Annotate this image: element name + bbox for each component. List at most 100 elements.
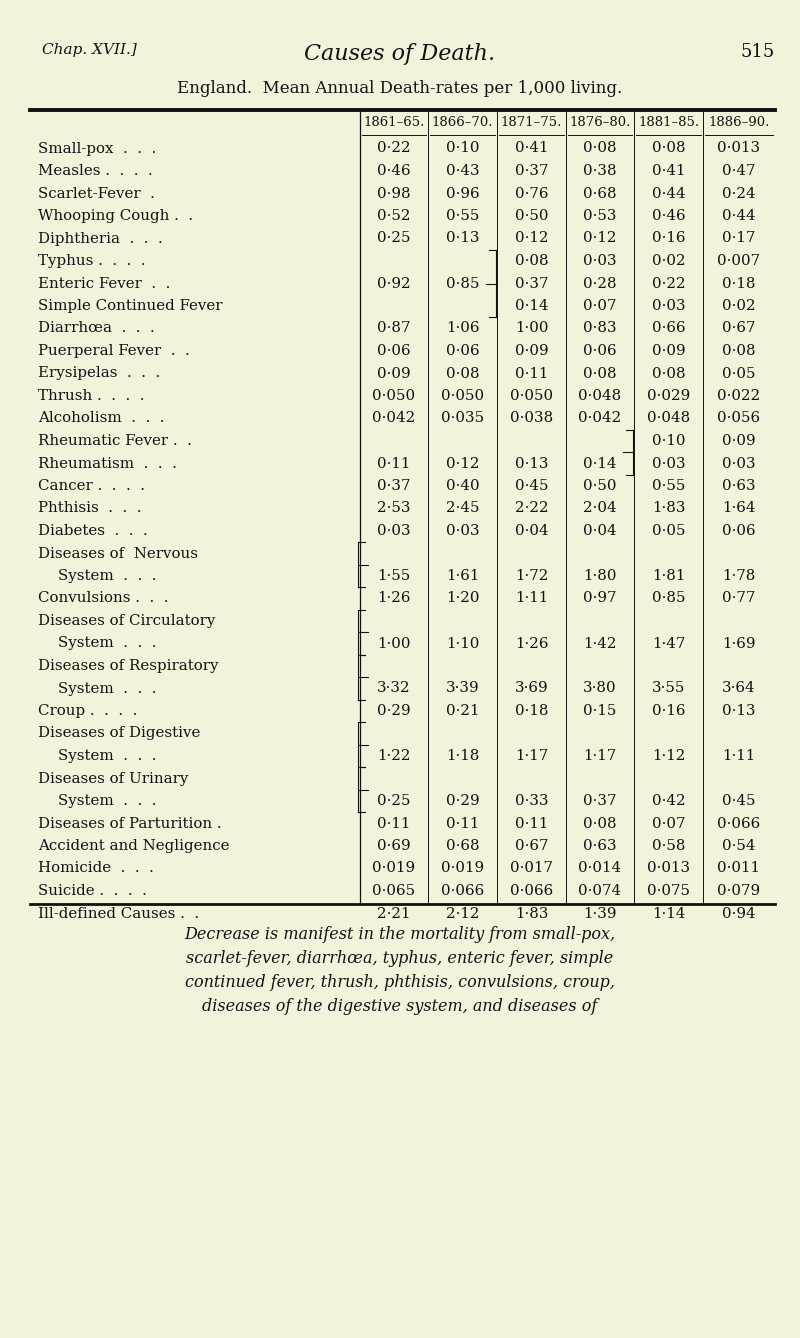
Text: 1·26: 1·26 [378,591,410,606]
Text: Suicide .  .  .  .: Suicide . . . . [38,884,147,898]
Text: 0·10: 0·10 [652,434,686,448]
Text: 0·53: 0·53 [583,209,617,223]
Text: 0·038: 0·038 [510,412,553,425]
Text: 0·08: 0·08 [583,142,617,155]
Text: 0·98: 0·98 [377,186,411,201]
Text: 0·07: 0·07 [583,298,617,313]
Text: System  .  .  .: System . . . [58,749,157,763]
Text: 0·029: 0·029 [647,389,690,403]
Text: 1871–75.: 1871–75. [501,116,562,128]
Text: 0·11: 0·11 [515,367,548,380]
Text: 0·05: 0·05 [722,367,756,380]
Text: 0·13: 0·13 [722,704,756,719]
Text: 1·83: 1·83 [652,502,686,515]
Text: Diseases of Parturition .: Diseases of Parturition . [38,816,222,831]
Text: 0·63: 0·63 [722,479,756,492]
Text: Decrease is manifest in the mortality from small-pox,: Decrease is manifest in the mortality fr… [185,926,615,943]
Text: Rheumatism  .  .  .: Rheumatism . . . [38,456,177,471]
Text: System  .  .  .: System . . . [58,569,157,583]
Text: 515: 515 [741,43,775,62]
Text: Diseases of Digestive: Diseases of Digestive [38,727,200,740]
Text: 0·40: 0·40 [446,479,479,492]
Text: Cancer .  .  .  .: Cancer . . . . [38,479,145,492]
Text: 0·09: 0·09 [652,344,686,359]
Text: 1·39: 1·39 [583,907,617,921]
Text: System  .  .  .: System . . . [58,637,157,650]
Text: 0·03: 0·03 [652,298,686,313]
Text: 0·43: 0·43 [446,165,479,178]
Text: 0·50: 0·50 [583,479,617,492]
Text: 0·050: 0·050 [441,389,484,403]
Text: Diseases of Respiratory: Diseases of Respiratory [38,660,218,673]
Text: 1·55: 1·55 [378,569,410,583]
Text: 0·41: 0·41 [514,142,548,155]
Text: 2·21: 2·21 [378,907,410,921]
Text: 0·079: 0·079 [718,884,761,898]
Text: 0·09: 0·09 [722,434,756,448]
Text: 2·12: 2·12 [446,907,479,921]
Text: 1·00: 1·00 [378,637,410,650]
Text: Simple Continued Fever: Simple Continued Fever [38,298,222,313]
Text: 0·42: 0·42 [652,793,686,808]
Text: 0·066: 0·066 [718,816,761,831]
Text: 0·37: 0·37 [378,479,410,492]
Text: 0·11: 0·11 [378,456,410,471]
Text: 0·87: 0·87 [378,321,410,336]
Text: 1·17: 1·17 [583,749,617,763]
Text: 0·075: 0·075 [647,884,690,898]
Text: 0·11: 0·11 [515,816,548,831]
Text: 0·042: 0·042 [578,412,622,425]
Text: 1·14: 1·14 [652,907,685,921]
Text: 0·050: 0·050 [373,389,415,403]
Text: 0·050: 0·050 [510,389,553,403]
Text: 0·12: 0·12 [583,231,617,245]
Text: 0·08: 0·08 [652,367,686,380]
Text: 3·39: 3·39 [446,681,479,696]
Text: 2·45: 2·45 [446,502,479,515]
Text: Small-pox  .  .  .: Small-pox . . . [38,142,156,155]
Text: 0·019: 0·019 [441,862,484,875]
Text: 0·18: 0·18 [514,704,548,719]
Text: 1·20: 1·20 [446,591,479,606]
Text: 0·08: 0·08 [722,344,756,359]
Text: 2·53: 2·53 [378,502,410,515]
Text: 1886–90.: 1886–90. [708,116,770,128]
Text: 0·11: 0·11 [446,816,479,831]
Text: 0·08: 0·08 [583,816,617,831]
Text: 1·42: 1·42 [583,637,617,650]
Text: Causes of Death.: Causes of Death. [305,43,495,66]
Text: 3·55: 3·55 [652,681,685,696]
Text: 0·03: 0·03 [446,524,479,538]
Text: 0·019: 0·019 [373,862,415,875]
Text: 0·41: 0·41 [652,165,686,178]
Text: Enteric Fever  .  .: Enteric Fever . . [38,277,170,290]
Text: 0·014: 0·014 [578,862,622,875]
Text: 0·24: 0·24 [722,186,756,201]
Text: 1·47: 1·47 [652,637,685,650]
Text: 1·00: 1·00 [514,321,548,336]
Text: 0·85: 0·85 [652,591,686,606]
Text: 0·066: 0·066 [441,884,484,898]
Text: Diseases of  Nervous: Diseases of Nervous [38,546,198,561]
Text: 0·042: 0·042 [372,412,416,425]
Text: Measles .  .  .  .: Measles . . . . [38,165,153,178]
Text: 0·03: 0·03 [583,254,617,268]
Text: Typhus .  .  .  .: Typhus . . . . [38,254,146,268]
Text: Diarrhœa  .  .  .: Diarrhœa . . . [38,321,154,336]
Text: 0·83: 0·83 [583,321,617,336]
Text: System  .  .  .: System . . . [58,681,157,696]
Text: 0·035: 0·035 [441,412,484,425]
Text: 0·017: 0·017 [510,862,553,875]
Text: 3·64: 3·64 [722,681,756,696]
Text: Whooping Cough .  .: Whooping Cough . . [38,209,193,223]
Text: 0·12: 0·12 [514,231,548,245]
Text: 0·10: 0·10 [446,142,479,155]
Text: 1·12: 1·12 [652,749,685,763]
Text: 0·46: 0·46 [377,165,411,178]
Text: 0·66: 0·66 [652,321,686,336]
Text: 0·25: 0·25 [378,793,410,808]
Text: 0·69: 0·69 [377,839,411,854]
Text: Diphtheria  .  .  .: Diphtheria . . . [38,231,162,245]
Text: Puerperal Fever  .  .: Puerperal Fever . . [38,344,190,359]
Text: System  .  .  .: System . . . [58,793,157,808]
